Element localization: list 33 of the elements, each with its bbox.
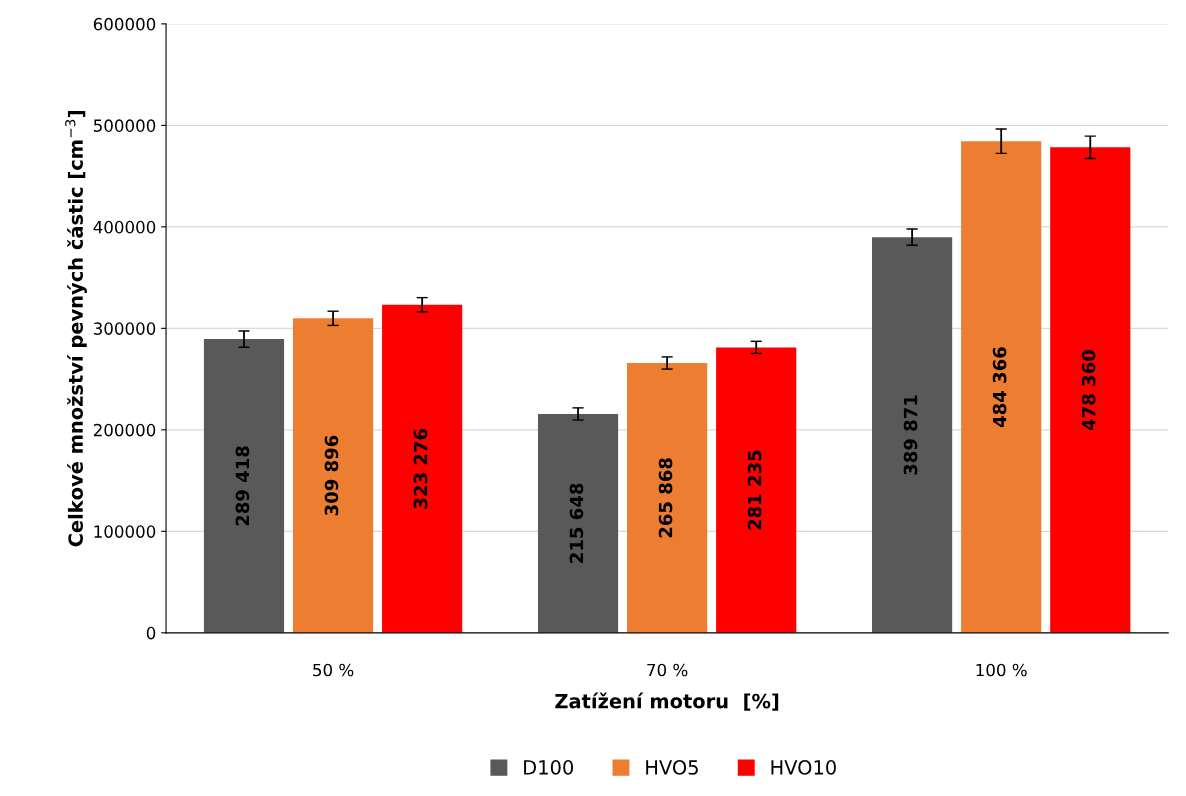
legend-label: D100 [524, 760, 574, 775]
x-axis-title: Zatížení motoru [%] [555, 692, 779, 711]
bar [872, 237, 953, 633]
y-axis-title: Celkové množství pevných částic [cm$^{−3}$] [65, 111, 87, 547]
legend-label: HVO10 [771, 760, 836, 775]
data-label: 281 235 [747, 450, 762, 530]
y-tick-label: 0 [146, 626, 156, 640]
bar [961, 141, 1042, 633]
bar [1050, 147, 1131, 633]
data-label: 389 871 [903, 395, 918, 475]
bar [716, 347, 797, 633]
y-tick-label: 100000 [94, 525, 156, 538]
bar [292, 318, 374, 633]
bar [382, 304, 463, 633]
legend-label: HVO5 [646, 760, 698, 775]
data-label: 289 418 [235, 446, 250, 526]
y-tick-label: 600000 [93, 17, 156, 31]
y-tick-label: 200000 [93, 423, 156, 437]
y-tick-label: 400000 [93, 220, 156, 234]
data-label: 323 276 [413, 428, 428, 509]
x-tick-label: 70 % [647, 663, 688, 677]
data-label: 478 360 [1081, 350, 1096, 431]
data-label: 265 868 [658, 458, 673, 538]
x-tick-label: 50 % [313, 663, 354, 677]
bar [537, 413, 619, 633]
bar [627, 362, 708, 633]
x-tick-label: 100 % [976, 663, 1027, 677]
data-label: 215 648 [569, 483, 584, 563]
y-tick-label: 500000 [93, 119, 156, 132]
y-tick-label: 300000 [93, 322, 156, 335]
bar [203, 339, 285, 633]
data-label: 484 366 [992, 347, 1007, 428]
data-label: 309 896 [324, 435, 339, 516]
